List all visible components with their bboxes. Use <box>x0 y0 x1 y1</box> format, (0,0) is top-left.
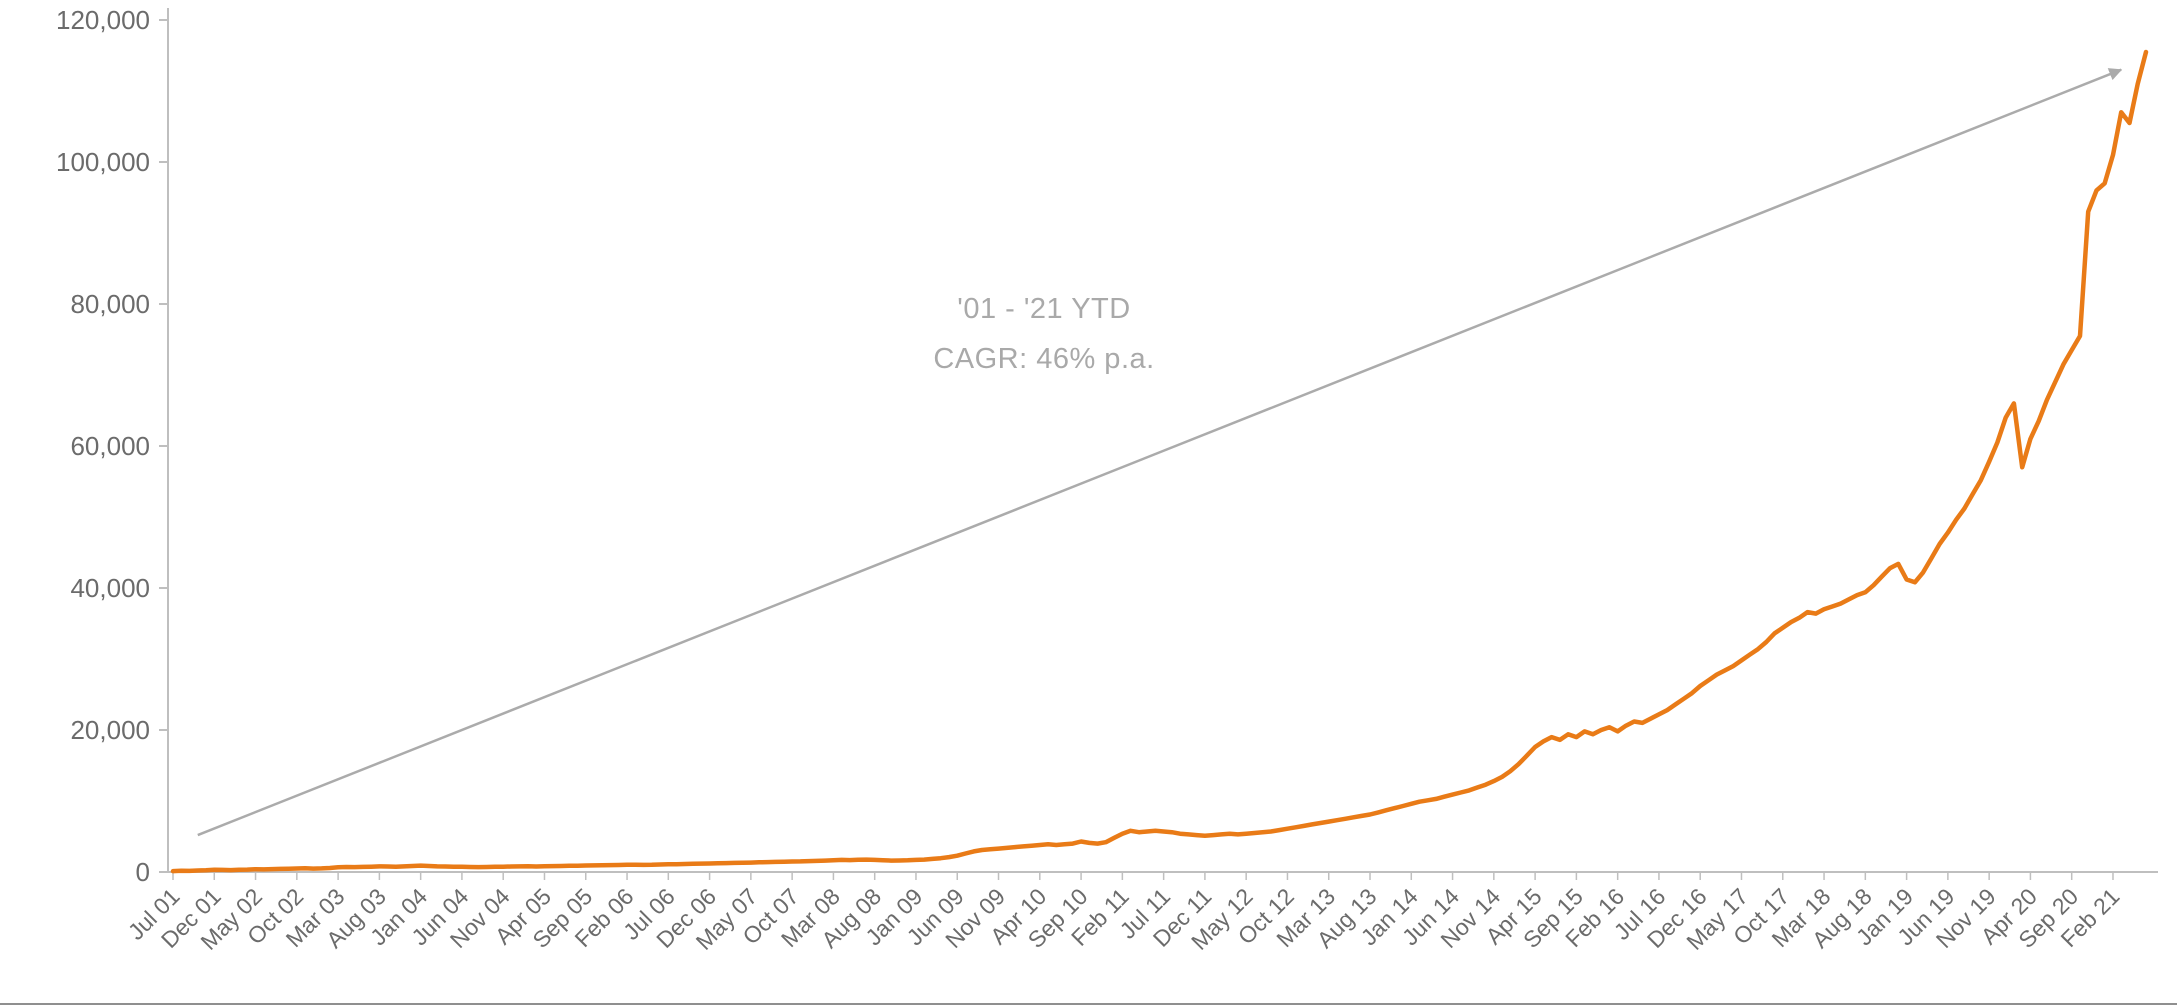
cagr-arrow <box>197 68 2123 837</box>
y-tick-label: 60,000 <box>70 431 150 461</box>
y-tick-label: 0 <box>136 857 150 887</box>
data-series-line <box>170 49 2149 874</box>
y-tick-label: 100,000 <box>56 147 150 177</box>
cagr-annotation-line1: '01 - '21 YTD <box>957 293 1131 325</box>
y-tick-label: 40,000 <box>70 573 150 603</box>
bottom-rule <box>0 1003 2177 1005</box>
y-tick-label: 120,000 <box>56 5 150 35</box>
cagr-annotation: '01 - '21 YTD CAGR: 46% p.a. <box>854 284 1234 384</box>
y-tick-label: 80,000 <box>70 289 150 319</box>
cagr-annotation-line2: CAGR: 46% p.a. <box>933 343 1155 375</box>
y-tick-label: 20,000 <box>70 715 150 745</box>
